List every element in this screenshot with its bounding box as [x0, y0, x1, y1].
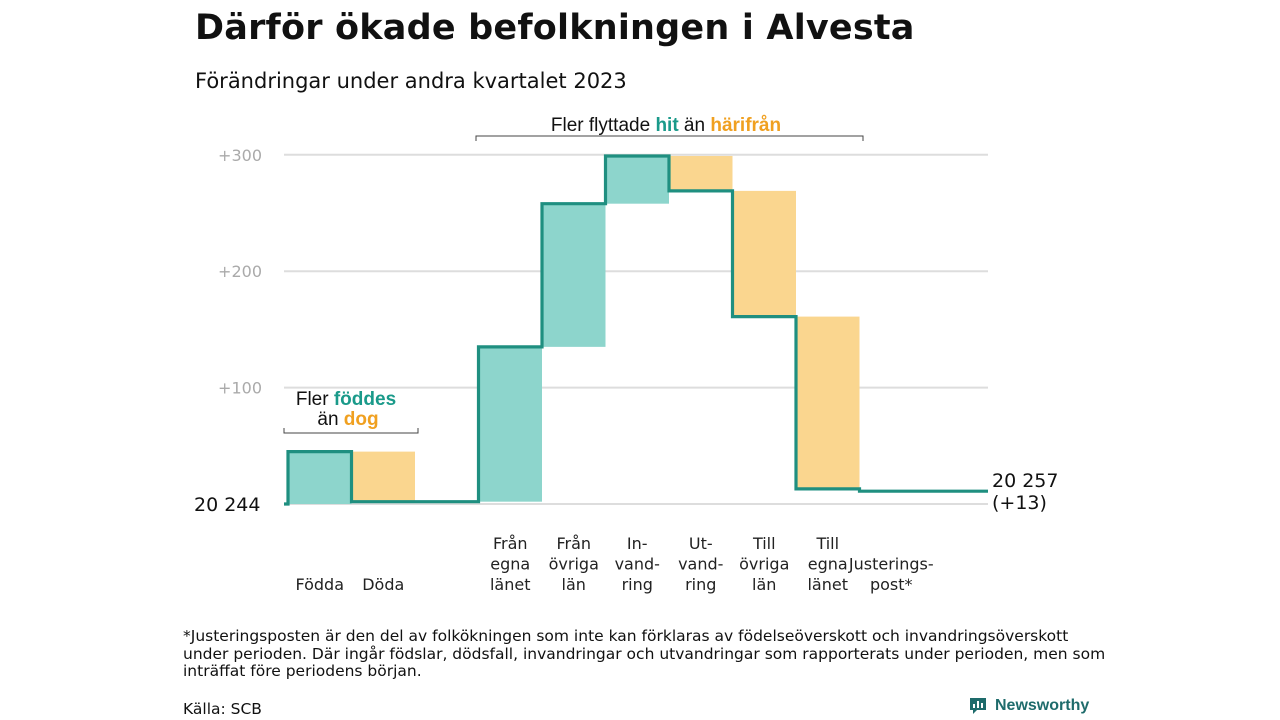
- waterfall-bar: [478, 346, 542, 502]
- x-category-label: Födda: [295, 575, 344, 594]
- y-tick-label: +300: [218, 146, 262, 165]
- end-change-label: (+13): [992, 492, 1047, 514]
- start-value-label: 20 244: [194, 494, 260, 516]
- cumulative-step-line: [284, 154, 988, 506]
- chart-title: Därför ökade befolkningen i Alvesta: [195, 8, 915, 48]
- waterfall-bar: [605, 155, 669, 204]
- waterfall-bar: [542, 203, 606, 347]
- end-value-label: 20 257: [992, 470, 1058, 492]
- x-category-label: Från övriga län: [549, 534, 599, 594]
- source-note: Källa: SCB: [183, 700, 262, 718]
- footnote: *Justeringsposten är den del av folkökni…: [183, 627, 1106, 680]
- x-category-label: Till övriga län: [739, 534, 789, 594]
- x-category-label: Ut-vand-ring: [678, 534, 723, 594]
- x-category-label: Från egna länet: [490, 534, 531, 594]
- x-category-label: Justerings-post*: [848, 555, 934, 595]
- y-tick-label: +100: [218, 379, 262, 398]
- waterfall-chart: +100 +200 +300 Födda Döda Från egna länet Från öv…: [194, 115, 1058, 595]
- birth-annotation-line2: än dog: [317, 409, 378, 430]
- birth-annotation-line1: Fler föddes: [296, 389, 396, 410]
- waterfall-bar: [351, 451, 415, 502]
- newsworthy-logo-icon: [970, 698, 986, 714]
- brand-logo[interactable]: Newsworthy: [968, 696, 1089, 716]
- x-category-label: Döda: [362, 575, 404, 594]
- migration-annotation: Fler flyttade hit än härifrån: [551, 115, 781, 136]
- chart-subtitle: Förändringar under andra kvartalet 2023: [195, 69, 627, 93]
- x-category-label: Till egna länet: [807, 534, 848, 594]
- waterfall-bar: [288, 451, 352, 504]
- x-category-label: In-vand-ring: [615, 534, 660, 594]
- y-tick-label: +200: [218, 262, 262, 281]
- waterfall-bar: [796, 316, 860, 489]
- migration-bracket: [475, 135, 864, 141]
- waterfall-bar: [669, 155, 733, 191]
- birth-bracket: [283, 428, 419, 434]
- brand-name: Newsworthy: [995, 697, 1090, 714]
- waterfall-bar: [732, 190, 796, 317]
